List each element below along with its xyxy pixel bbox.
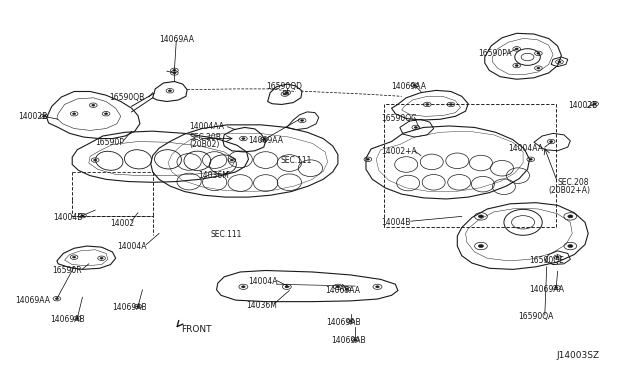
- Circle shape: [449, 103, 452, 105]
- Circle shape: [43, 115, 45, 117]
- Text: 14069AB: 14069AB: [113, 303, 147, 312]
- Text: 14004AA: 14004AA: [189, 122, 224, 131]
- Text: 14069AA: 14069AA: [529, 285, 564, 294]
- Circle shape: [558, 61, 561, 63]
- Circle shape: [81, 215, 84, 217]
- Text: 16590R: 16590R: [52, 266, 81, 275]
- Circle shape: [230, 159, 234, 161]
- Circle shape: [478, 244, 483, 247]
- Circle shape: [242, 138, 245, 140]
- Text: 16590PA: 16590PA: [478, 49, 512, 58]
- Circle shape: [353, 339, 356, 341]
- Circle shape: [550, 141, 553, 142]
- Circle shape: [136, 305, 140, 307]
- Circle shape: [336, 286, 340, 288]
- Circle shape: [92, 104, 95, 106]
- Circle shape: [555, 287, 558, 288]
- Circle shape: [568, 244, 573, 247]
- Circle shape: [241, 286, 245, 288]
- Circle shape: [173, 70, 176, 71]
- Circle shape: [366, 158, 369, 160]
- Text: 14002: 14002: [111, 219, 134, 228]
- Circle shape: [346, 288, 348, 290]
- Text: 14036M: 14036M: [198, 171, 230, 180]
- Text: 14004B: 14004B: [53, 213, 83, 222]
- Circle shape: [568, 215, 573, 218]
- Text: 16590QE: 16590QE: [529, 256, 564, 265]
- Circle shape: [100, 257, 103, 259]
- Circle shape: [537, 52, 540, 54]
- Circle shape: [515, 65, 518, 67]
- Text: 14069AA: 14069AA: [392, 82, 426, 91]
- Circle shape: [173, 72, 176, 74]
- Text: SEC.208: SEC.208: [557, 178, 589, 187]
- Text: 14002B: 14002B: [568, 101, 597, 110]
- Text: SEC.20B: SEC.20B: [189, 132, 221, 142]
- Text: 14069AB: 14069AB: [326, 318, 361, 327]
- Circle shape: [72, 256, 76, 258]
- Text: 14036M: 14036M: [246, 301, 277, 310]
- Text: 14069AB: 14069AB: [332, 336, 366, 346]
- Circle shape: [104, 113, 108, 115]
- Text: 14004A: 14004A: [248, 277, 278, 286]
- Text: (20B02+A): (20B02+A): [548, 186, 591, 195]
- Circle shape: [301, 119, 303, 121]
- Text: FRONT: FRONT: [180, 325, 211, 334]
- Text: 14069AA: 14069AA: [15, 296, 50, 305]
- Text: J14003SZ: J14003SZ: [557, 351, 600, 360]
- Circle shape: [515, 48, 518, 50]
- Circle shape: [376, 286, 380, 288]
- Text: 14069AA: 14069AA: [248, 136, 284, 145]
- Text: 14069AA: 14069AA: [325, 286, 360, 295]
- Circle shape: [76, 317, 79, 319]
- Circle shape: [168, 90, 172, 92]
- Circle shape: [349, 320, 352, 322]
- Text: 14004B: 14004B: [381, 218, 411, 227]
- Text: 16590P: 16590P: [95, 138, 124, 147]
- Circle shape: [537, 67, 540, 69]
- Circle shape: [593, 103, 596, 105]
- Circle shape: [72, 113, 76, 115]
- Circle shape: [414, 126, 417, 128]
- Circle shape: [413, 84, 416, 86]
- Text: 14004A: 14004A: [117, 241, 147, 250]
- Text: 14069AA: 14069AA: [159, 35, 194, 44]
- Text: 14002+A: 14002+A: [381, 147, 417, 156]
- Circle shape: [285, 92, 289, 93]
- Circle shape: [55, 298, 58, 299]
- Text: 14069AB: 14069AB: [51, 315, 85, 324]
- Text: 16590QD: 16590QD: [266, 82, 301, 91]
- Circle shape: [284, 93, 287, 95]
- Text: 16590QB: 16590QB: [109, 93, 145, 102]
- Circle shape: [556, 256, 559, 258]
- Circle shape: [285, 286, 289, 288]
- Text: 16590QC: 16590QC: [381, 114, 417, 123]
- Circle shape: [478, 215, 483, 218]
- Circle shape: [93, 159, 97, 161]
- Text: (20B02): (20B02): [189, 140, 220, 149]
- Circle shape: [426, 103, 429, 105]
- Text: SEC.111: SEC.111: [210, 230, 241, 240]
- Text: 14004AA: 14004AA: [508, 144, 543, 153]
- Text: SEC.111: SEC.111: [280, 156, 312, 165]
- Circle shape: [262, 139, 266, 141]
- Text: 14002B: 14002B: [19, 112, 48, 121]
- Circle shape: [529, 158, 532, 160]
- Text: 16590QA: 16590QA: [518, 312, 554, 321]
